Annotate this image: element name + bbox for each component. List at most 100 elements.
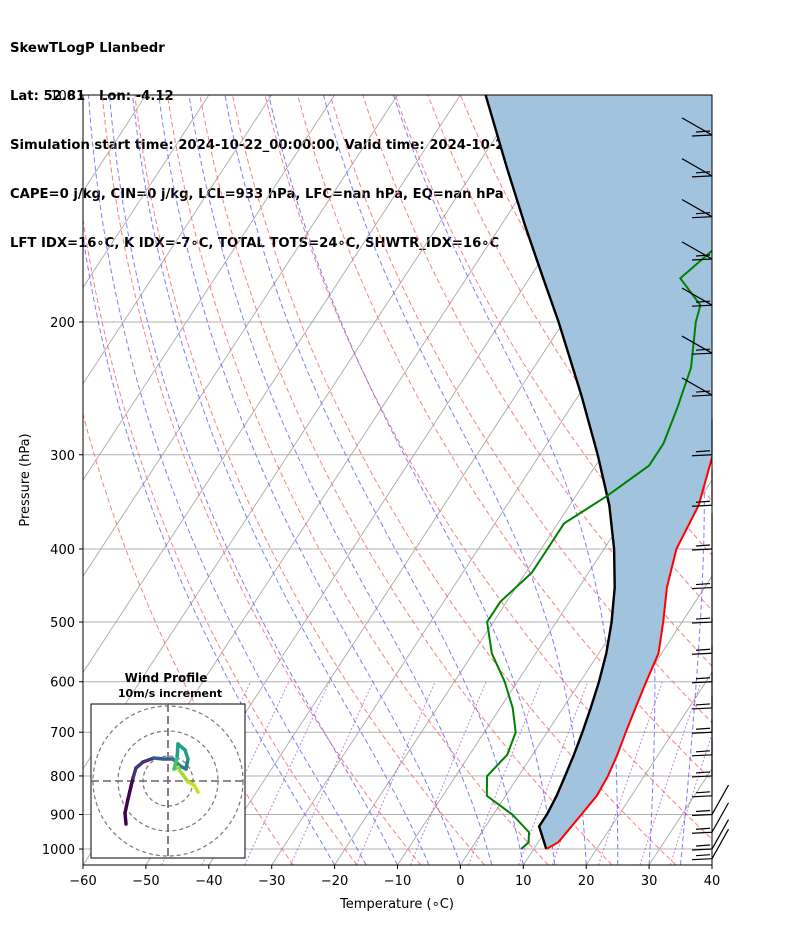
wind-barb-flag: [695, 771, 711, 774]
hodograph-segment: [175, 742, 180, 761]
moist-adiabat: [83, 232, 336, 865]
wind-barb-flag: [691, 258, 713, 261]
wind-barb: [691, 828, 730, 861]
wind-barb: [691, 718, 713, 757]
moist-adiabat: [393, 95, 619, 865]
mixing-ratio-line: [409, 681, 487, 865]
title-line: Lat: 52.81 Lon: -4.12: [10, 89, 174, 105]
dry-adiabat: [134, 95, 485, 865]
wind-barb-staff: [711, 802, 730, 833]
wind-barb: [681, 117, 713, 137]
wind-barb-flag: [691, 795, 713, 798]
parcel-profile: [484, 95, 616, 850]
y-tick-label: 700: [50, 726, 75, 741]
wind-barb: [691, 802, 730, 834]
wind-barb-flag: [695, 212, 711, 215]
wind-barb-flag: [691, 134, 713, 137]
wind-barb-flag: [691, 707, 713, 710]
wind-barb-flag: [695, 582, 711, 586]
wind-barb-flag: [691, 848, 713, 851]
cape-fill-layer: [485, 95, 712, 849]
x-tick-label: 10: [515, 874, 532, 889]
isotherm-line: [83, 95, 461, 674]
x-tick-label: 0: [456, 874, 464, 889]
wind-barb-flag: [691, 681, 713, 684]
title-block: SkewTLogP Llanbedr Lat: 52.81 Lon: -4.12…: [10, 8, 612, 269]
wind-barb-staff: [711, 784, 730, 815]
isotherm-line: [83, 95, 398, 578]
wind-barb-flag: [695, 390, 711, 393]
y-tick-label: 900: [50, 809, 75, 824]
wind-barb-flag: [695, 827, 711, 830]
dry-adiabat: [101, 95, 422, 865]
mixing-ratio-line: [597, 681, 663, 865]
x-tick-label: −60: [69, 874, 96, 889]
dewpoint-profile: [485, 249, 712, 850]
moist-adiabat: [132, 95, 430, 865]
wind-barb-flag: [691, 621, 713, 624]
wind-barb-flag: [695, 450, 711, 453]
wind-barb-flag: [691, 652, 713, 655]
wind-barb: [691, 513, 713, 551]
hodograph-subtitle: 10m/s increment: [118, 687, 222, 700]
profile-layer: [484, 95, 712, 850]
wind-barb-flag: [695, 791, 711, 794]
wind-barb-flag: [695, 300, 711, 303]
x-tick-label: −20: [321, 874, 348, 889]
wind-barb-flag: [691, 394, 713, 397]
y-tick-label: 500: [50, 616, 75, 631]
wind-barb: [681, 158, 713, 178]
hodograph-segment: [123, 797, 130, 815]
x-axis-label: Temperature (∘C): [339, 897, 454, 912]
x-tick-label: −10: [384, 874, 411, 889]
wind-barb: [681, 199, 713, 219]
wind-barb-staff: [681, 158, 713, 177]
wind-barb-flag: [691, 813, 713, 817]
wind-barb-flag: [691, 586, 713, 590]
wind-barb-flag: [695, 844, 711, 847]
dry-adiabat: [83, 216, 358, 865]
dry-adiabat: [264, 95, 712, 840]
x-tick-label: −40: [195, 874, 222, 889]
moist-adiabat: [158, 95, 461, 865]
wind-barb-flag: [691, 454, 713, 457]
isotherm-line: [334, 286, 712, 865]
wind-barb-flag: [695, 171, 711, 174]
axis-ticks: −60 −50 −40 −30 −20 −10 0 10 20 30 40 100 200 300 400 5…: [42, 89, 720, 889]
wind-barb-flag: [691, 548, 713, 551]
wind-barb: [681, 287, 713, 307]
x-tick-label: 40: [704, 874, 721, 889]
isotherm-line: [83, 95, 273, 385]
wind-barb: [691, 469, 713, 507]
wind-barb-flag: [691, 858, 713, 861]
wind-barb-flag: [695, 544, 711, 547]
moist-adiabat: [268, 95, 556, 865]
y-tick-label: 800: [50, 770, 75, 785]
wind-barb-flag: [695, 750, 711, 753]
wind-barb: [691, 586, 713, 624]
wind-barb-staff: [681, 117, 713, 136]
wind-barb: [691, 617, 713, 655]
isotherm-line: [83, 95, 210, 289]
moist-adiabat: [188, 95, 493, 865]
wind-barb-staff: [681, 241, 713, 260]
wind-barb-flag: [695, 809, 711, 813]
wind-barbs: [681, 117, 730, 861]
isotherm-line: [83, 95, 335, 481]
wind-barb-flag: [695, 130, 711, 133]
y-tick-label: 600: [50, 676, 75, 691]
wind-barb-staff: [711, 819, 730, 850]
temperature-profile: [545, 453, 712, 850]
x-tick-label: 30: [641, 874, 658, 889]
wind-barb-flag: [691, 175, 713, 178]
mixing-ratio-line: [669, 732, 712, 865]
wind-barb-staff: [711, 828, 730, 859]
mixing-ratio-line: [290, 681, 374, 865]
wind-barb: [691, 784, 730, 817]
isotherm-line: [585, 671, 712, 865]
cin-shade: [485, 95, 712, 849]
moist-adiabat: [109, 95, 398, 865]
wind-barb-flag: [695, 703, 711, 706]
mixing-ratio-line: [468, 681, 542, 865]
wind-barb-flag: [691, 831, 713, 834]
